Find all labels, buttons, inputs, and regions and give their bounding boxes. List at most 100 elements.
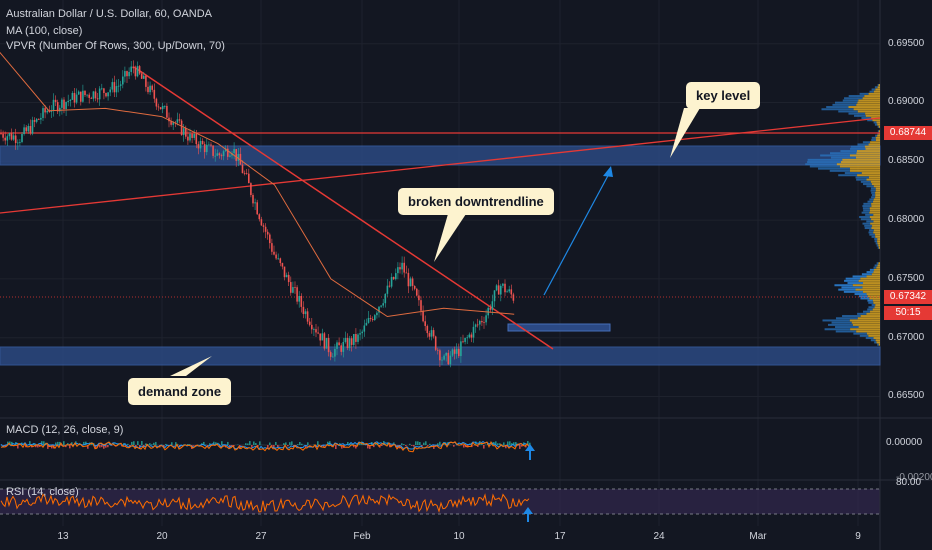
- candle-body: [73, 92, 76, 103]
- vpvr-bar-up: [868, 176, 880, 179]
- candle-body: [122, 76, 124, 85]
- macd-lower-label: -0.00200: [896, 472, 932, 483]
- vpvr-bar-down: [877, 125, 879, 128]
- candle-body: [422, 310, 424, 322]
- vpvr-bar-up: [865, 147, 880, 150]
- macd-histogram-bar: [419, 442, 421, 445]
- vpvr-bar-down: [867, 308, 873, 311]
- macd-histogram-bar: [41, 441, 43, 445]
- macd-histogram-bar: [375, 443, 377, 445]
- macd-zero-label: 0.00000: [886, 437, 923, 448]
- vpvr-bar-down: [859, 92, 869, 95]
- macd-histogram-bar: [437, 443, 439, 445]
- chart-grid: [0, 0, 880, 526]
- candle-body: [468, 334, 471, 338]
- symbol-legend[interactable]: Australian Dollar / U.S. Dollar, 60, OAN…: [6, 8, 213, 20]
- vpvr-bar-down: [867, 299, 873, 302]
- candle-body: [208, 144, 210, 146]
- candle-body: [279, 258, 282, 264]
- macd-line: [0, 440, 530, 451]
- candle-body: [334, 348, 336, 357]
- vpvr-bar-down: [860, 297, 870, 300]
- vpvr-bar-down: [838, 110, 858, 113]
- vpvr-bar-up: [840, 161, 880, 164]
- vpvr-bar-down: [850, 147, 866, 150]
- vpvr-bar-up: [877, 240, 880, 243]
- candle-body: [166, 105, 168, 118]
- candle-body: [378, 306, 380, 313]
- candle-body: [384, 293, 387, 304]
- rsi-line: [0, 493, 530, 513]
- candle-body: [443, 355, 445, 360]
- upper-zone[interactable]: [0, 145, 881, 166]
- vpvr-bar-up: [861, 172, 880, 175]
- candle-body: [466, 337, 468, 339]
- broken-trendline-callout[interactable]: broken downtrendline: [398, 188, 554, 215]
- vpvr-bar-up: [872, 119, 880, 122]
- y-tick-label: 0.67000: [888, 331, 925, 343]
- macd-histogram-bar: [103, 445, 105, 449]
- macd-indicator: [0, 440, 531, 453]
- candle-body: [210, 144, 212, 146]
- candle-body: [292, 287, 294, 293]
- candle-body: [346, 337, 349, 349]
- vpvr-bar-up: [857, 317, 880, 320]
- vpvr-bar-up: [878, 130, 880, 133]
- macd-histogram-bar: [439, 441, 441, 445]
- macd-histogram-bar: [317, 441, 319, 445]
- last-price-tag: 0.67342: [884, 290, 932, 304]
- candle-body: [252, 194, 254, 204]
- candle-body: [50, 110, 53, 112]
- macd-histogram-bar: [247, 443, 249, 445]
- projection-arrowhead: [603, 166, 613, 177]
- candle-body: [224, 148, 227, 152]
- demand-zone-callout[interactable]: demand zone: [128, 378, 232, 405]
- candle-body: [512, 294, 515, 301]
- macd-histogram-bar: [275, 441, 277, 445]
- candle-body: [214, 155, 216, 157]
- candle-body: [260, 219, 263, 226]
- macd-histogram-bar: [195, 445, 197, 446]
- candle-body: [483, 322, 485, 324]
- candle-body: [470, 334, 473, 338]
- rising-trendline[interactable]: [0, 117, 881, 214]
- ma-legend[interactable]: MA (100, close): [6, 25, 83, 37]
- candle-body: [365, 322, 368, 326]
- macd-legend[interactable]: MACD (12, 26, close, 9): [6, 424, 124, 436]
- vpvr-bar-down: [830, 156, 857, 159]
- key-level-callout[interactable]: key level: [686, 82, 761, 109]
- vpvr-bar-up: [857, 174, 880, 177]
- vpvr-bar-down: [838, 174, 858, 177]
- candle-body: [103, 88, 105, 94]
- macd-histogram-bar: [57, 441, 59, 445]
- vpvr-bar-up: [872, 308, 880, 311]
- macd-histogram-bar: [273, 445, 275, 448]
- macd-histogram-bar: [429, 443, 431, 445]
- macd-histogram-bar: [25, 445, 27, 448]
- vpvr-bar-up: [856, 103, 880, 106]
- vpvr-legend[interactable]: VPVR (Number Of Rows, 300, Up/Down, 70): [6, 40, 225, 52]
- macd-histogram-bar: [111, 445, 113, 446]
- candle-body: [109, 89, 111, 93]
- macd-signal-line: [0, 440, 530, 453]
- candle-body: [371, 318, 374, 320]
- candle-body: [441, 359, 443, 361]
- candle-body: [462, 341, 464, 343]
- projection-arrow-line[interactable]: [543, 169, 612, 296]
- candle-body: [353, 333, 355, 345]
- vpvr-bar-down: [868, 231, 874, 234]
- broken-downtrendline[interactable]: [133, 66, 554, 350]
- vpvr-bar-down: [871, 304, 876, 307]
- macd-histogram-bar: [411, 445, 413, 446]
- macd-histogram-bar: [37, 445, 39, 448]
- macd-histogram-bar: [189, 444, 191, 445]
- target-box[interactable]: [507, 323, 611, 332]
- vpvr-bar-up: [875, 88, 880, 91]
- macd-histogram-bar: [85, 441, 87, 445]
- candle-body: [25, 127, 27, 132]
- vpvr-bar-up: [872, 299, 880, 302]
- macd-histogram-bar: [463, 445, 465, 448]
- rsi-legend[interactable]: RSI (14, close): [6, 486, 79, 498]
- vpvr-bar-down: [840, 150, 857, 153]
